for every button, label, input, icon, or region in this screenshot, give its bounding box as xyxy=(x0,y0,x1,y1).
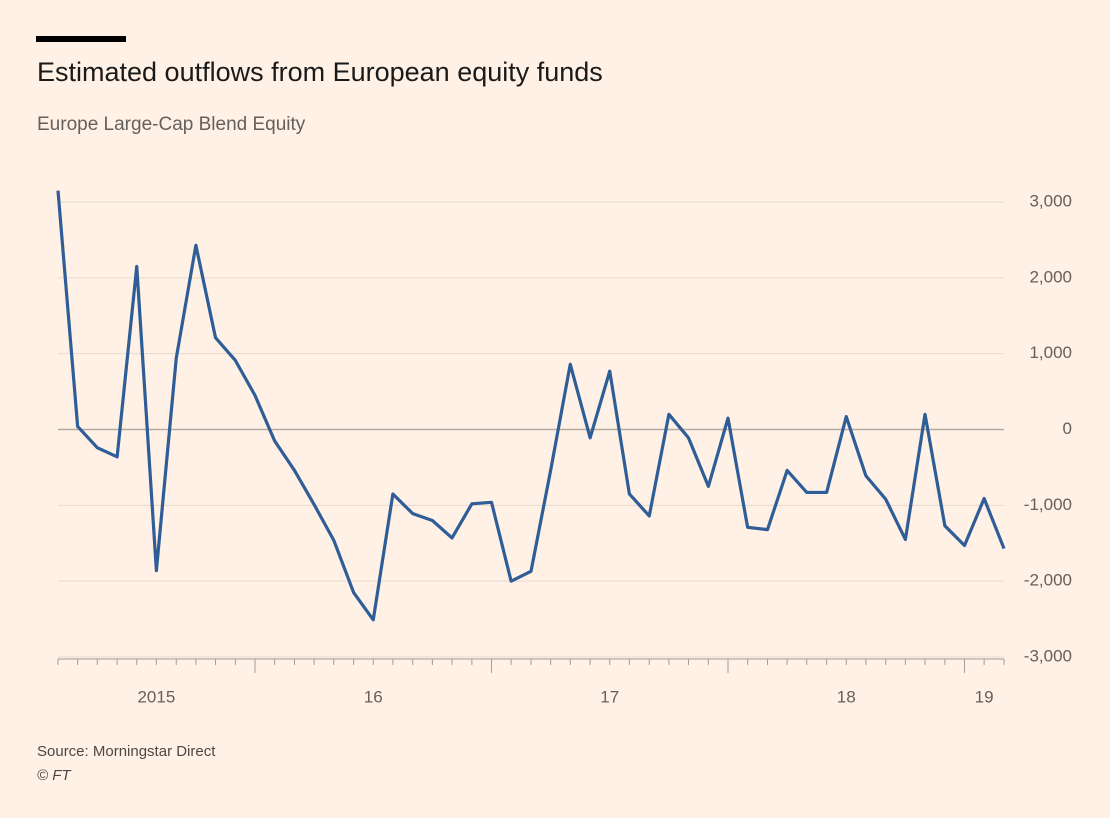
y-tick-label: -1,000 xyxy=(1024,495,1072,514)
y-tick-label: 0 xyxy=(1063,419,1072,438)
y-tick-label: -3,000 xyxy=(1024,646,1072,665)
x-tick-label: 18 xyxy=(837,687,856,706)
y-tick-label: 2,000 xyxy=(1029,267,1072,286)
x-tick-label: 16 xyxy=(364,687,383,706)
source: Source: Morningstar Direct xyxy=(37,743,216,760)
chart-title: Estimated outflows from European equity … xyxy=(37,57,603,87)
y-tick-label: -2,000 xyxy=(1024,571,1072,590)
y-tick-label: 1,000 xyxy=(1029,343,1072,362)
x-tick-label: 19 xyxy=(975,687,994,706)
credit: © FT xyxy=(37,767,72,784)
chart-subtitle: Europe Large-Cap Blend Equity xyxy=(37,114,306,135)
title-bar xyxy=(36,36,126,42)
x-tick-label: 2015 xyxy=(137,687,175,706)
y-tick-label: 3,000 xyxy=(1029,191,1072,210)
x-tick-label: 17 xyxy=(600,687,619,706)
data-line xyxy=(56,190,1006,622)
